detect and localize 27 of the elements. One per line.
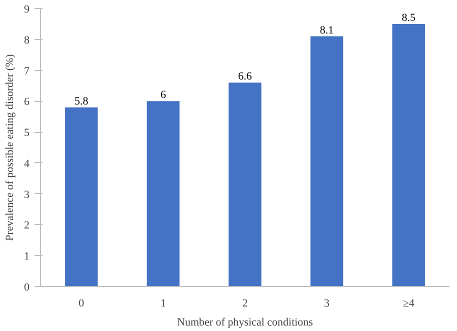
data-label: 6 [160, 89, 166, 102]
data-label: 8.5 [402, 12, 416, 24]
data-label: 6.6 [238, 70, 252, 83]
x-tick-label: 2 [242, 298, 248, 310]
data-label: 8.1 [320, 24, 334, 36]
x-tick-label: ≥4 [402, 298, 415, 310]
y-tick-label: 9 [24, 4, 30, 16]
y-tick-label: 7 [24, 65, 30, 78]
x-tick-label: 0 [78, 298, 85, 310]
y-tick-label: 5 [24, 127, 30, 140]
bar [392, 24, 425, 286]
bar [310, 36, 344, 286]
bar [146, 101, 180, 286]
y-tick-label: 4 [24, 158, 30, 170]
y-tick-label: 3 [24, 188, 30, 201]
x-axis-title: Number of physical conditions [177, 316, 313, 328]
y-tick-label: 2 [24, 220, 30, 232]
bar [228, 82, 262, 286]
y-axis-title: Prevalence of possible eating disorder (%) [4, 54, 16, 241]
data-label: 5.8 [74, 95, 89, 108]
x-tick-label: 1 [160, 298, 166, 310]
y-tick-label: 0 [24, 282, 30, 294]
x-tick-label: 3 [324, 298, 330, 310]
y-tick-label: 6 [24, 96, 30, 108]
y-tick-label: 1 [24, 250, 30, 263]
bar [65, 107, 98, 286]
y-tick-label: 8 [24, 34, 30, 46]
